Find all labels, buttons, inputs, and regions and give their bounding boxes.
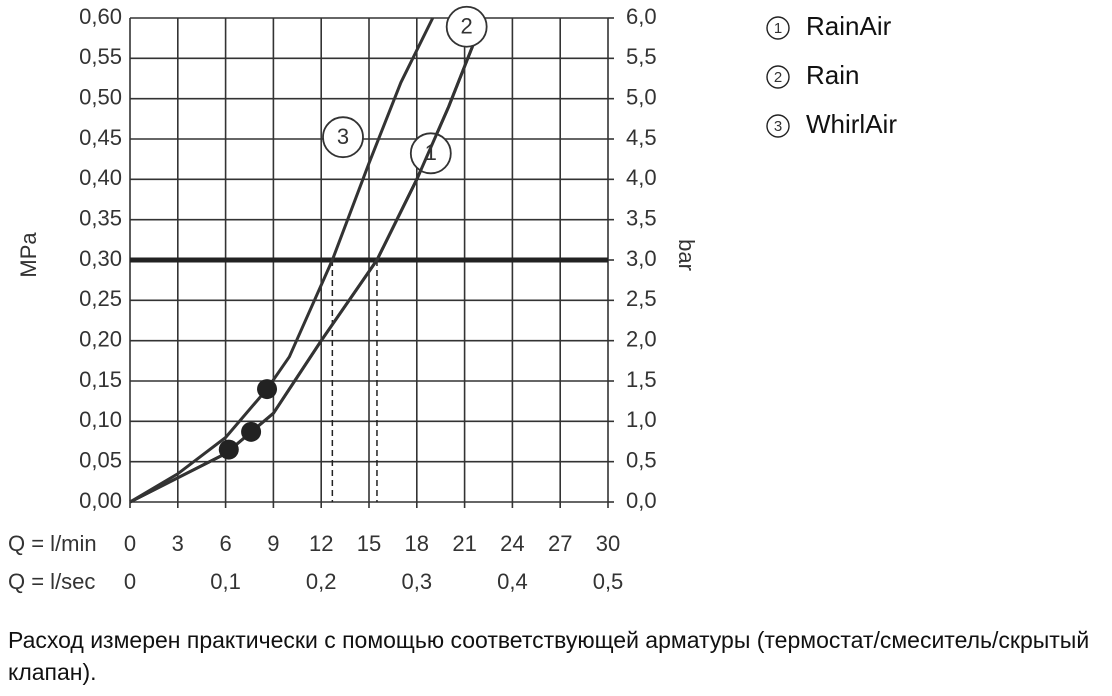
- y2-tick-label: 0,5: [626, 447, 657, 472]
- legend-number: 2: [774, 69, 782, 86]
- y2-tick-label: 2,5: [626, 286, 657, 311]
- y-tick-label: 0,20: [79, 326, 122, 351]
- point: [257, 379, 278, 400]
- x-tick-label: 3: [172, 531, 184, 556]
- y2-tick-label: 5,5: [626, 44, 657, 69]
- legend-marker: [766, 114, 790, 138]
- x-tick-label: 18: [405, 531, 429, 556]
- legend-label: RainAir: [806, 11, 892, 41]
- curve-label-circle: [409, 132, 452, 175]
- y-tick-label: 0,30: [79, 246, 122, 271]
- y-tick-label: 0,25: [79, 286, 122, 311]
- y2-tick-label: 1,0: [626, 407, 657, 432]
- legend-marker: [766, 65, 790, 89]
- point: [218, 439, 239, 460]
- x-tick-label: 30: [596, 531, 620, 556]
- x2-tick-label: 0,4: [497, 569, 528, 594]
- y-tick-label: 0,50: [79, 84, 122, 109]
- x-axis-label: Q = l/min: [8, 531, 97, 556]
- y2-tick-label: 3,0: [626, 246, 657, 271]
- legend-label: WhirlAir: [806, 109, 897, 139]
- x-tick-label: 9: [267, 531, 279, 556]
- point: [241, 421, 262, 442]
- y-tick-label: 0,55: [79, 44, 122, 69]
- legend-label: Rain: [806, 60, 859, 90]
- y-tick-label: 0,15: [79, 367, 122, 392]
- x-tick-label: 12: [309, 531, 333, 556]
- y2-tick-label: 4,0: [626, 165, 657, 190]
- y-tick-label: 0,05: [79, 447, 122, 472]
- y2-tick-label: 1,5: [626, 367, 657, 392]
- chart: MPa bar Q = l/min Q = l/sec 0,000,050,10…: [8, 4, 897, 594]
- y2-tick-label: 3,5: [626, 205, 657, 230]
- y2-tick-label: 4,5: [626, 125, 657, 150]
- x2-tick-label: 0,3: [402, 569, 433, 594]
- y-axis-label: MPa: [16, 232, 41, 278]
- y2-tick-label: 5,0: [626, 84, 657, 109]
- x-tick-label: 15: [357, 531, 381, 556]
- y2-tick-label: 6,0: [626, 4, 657, 29]
- curve-label: 3: [337, 124, 349, 149]
- curve-label-circle: [445, 5, 488, 48]
- y-tick-label: 0,45: [79, 125, 122, 150]
- x2-axis-label: Q = l/sec: [8, 569, 95, 594]
- y2-tick-label: 2,0: [626, 326, 657, 351]
- legend-marker: [766, 16, 790, 40]
- x2-tick-label: 0: [124, 569, 136, 594]
- curve-label-circle: [322, 116, 364, 159]
- x-tick-label: 0: [124, 531, 136, 556]
- y-tick-label: 0,00: [79, 488, 122, 513]
- x2-tick-label: 0,5: [593, 569, 624, 594]
- y-tick-label: 0,10: [79, 407, 122, 432]
- curve: [129, 17, 486, 504]
- x-tick-label: 24: [500, 531, 524, 556]
- y-tick-label: 0,60: [79, 4, 122, 29]
- y2-axis-label: bar: [674, 239, 699, 271]
- x-tick-label: 27: [548, 531, 572, 556]
- y-tick-label: 0,40: [79, 165, 122, 190]
- footnote: Расход измерен практически с помощью соо…: [8, 627, 1090, 685]
- x-tick-label: 6: [219, 531, 231, 556]
- legend-number: 3: [774, 118, 782, 135]
- curve-label: 1: [425, 140, 437, 165]
- legend-number: 1: [774, 20, 782, 37]
- x2-tick-label: 0,1: [210, 569, 241, 594]
- x2-tick-label: 0,2: [306, 569, 337, 594]
- curve: [129, 17, 435, 504]
- x-tick-label: 21: [452, 531, 476, 556]
- curve-label: 2: [461, 14, 473, 39]
- y2-tick-label: 0,0: [626, 488, 657, 513]
- y-tick-label: 0,35: [79, 205, 122, 230]
